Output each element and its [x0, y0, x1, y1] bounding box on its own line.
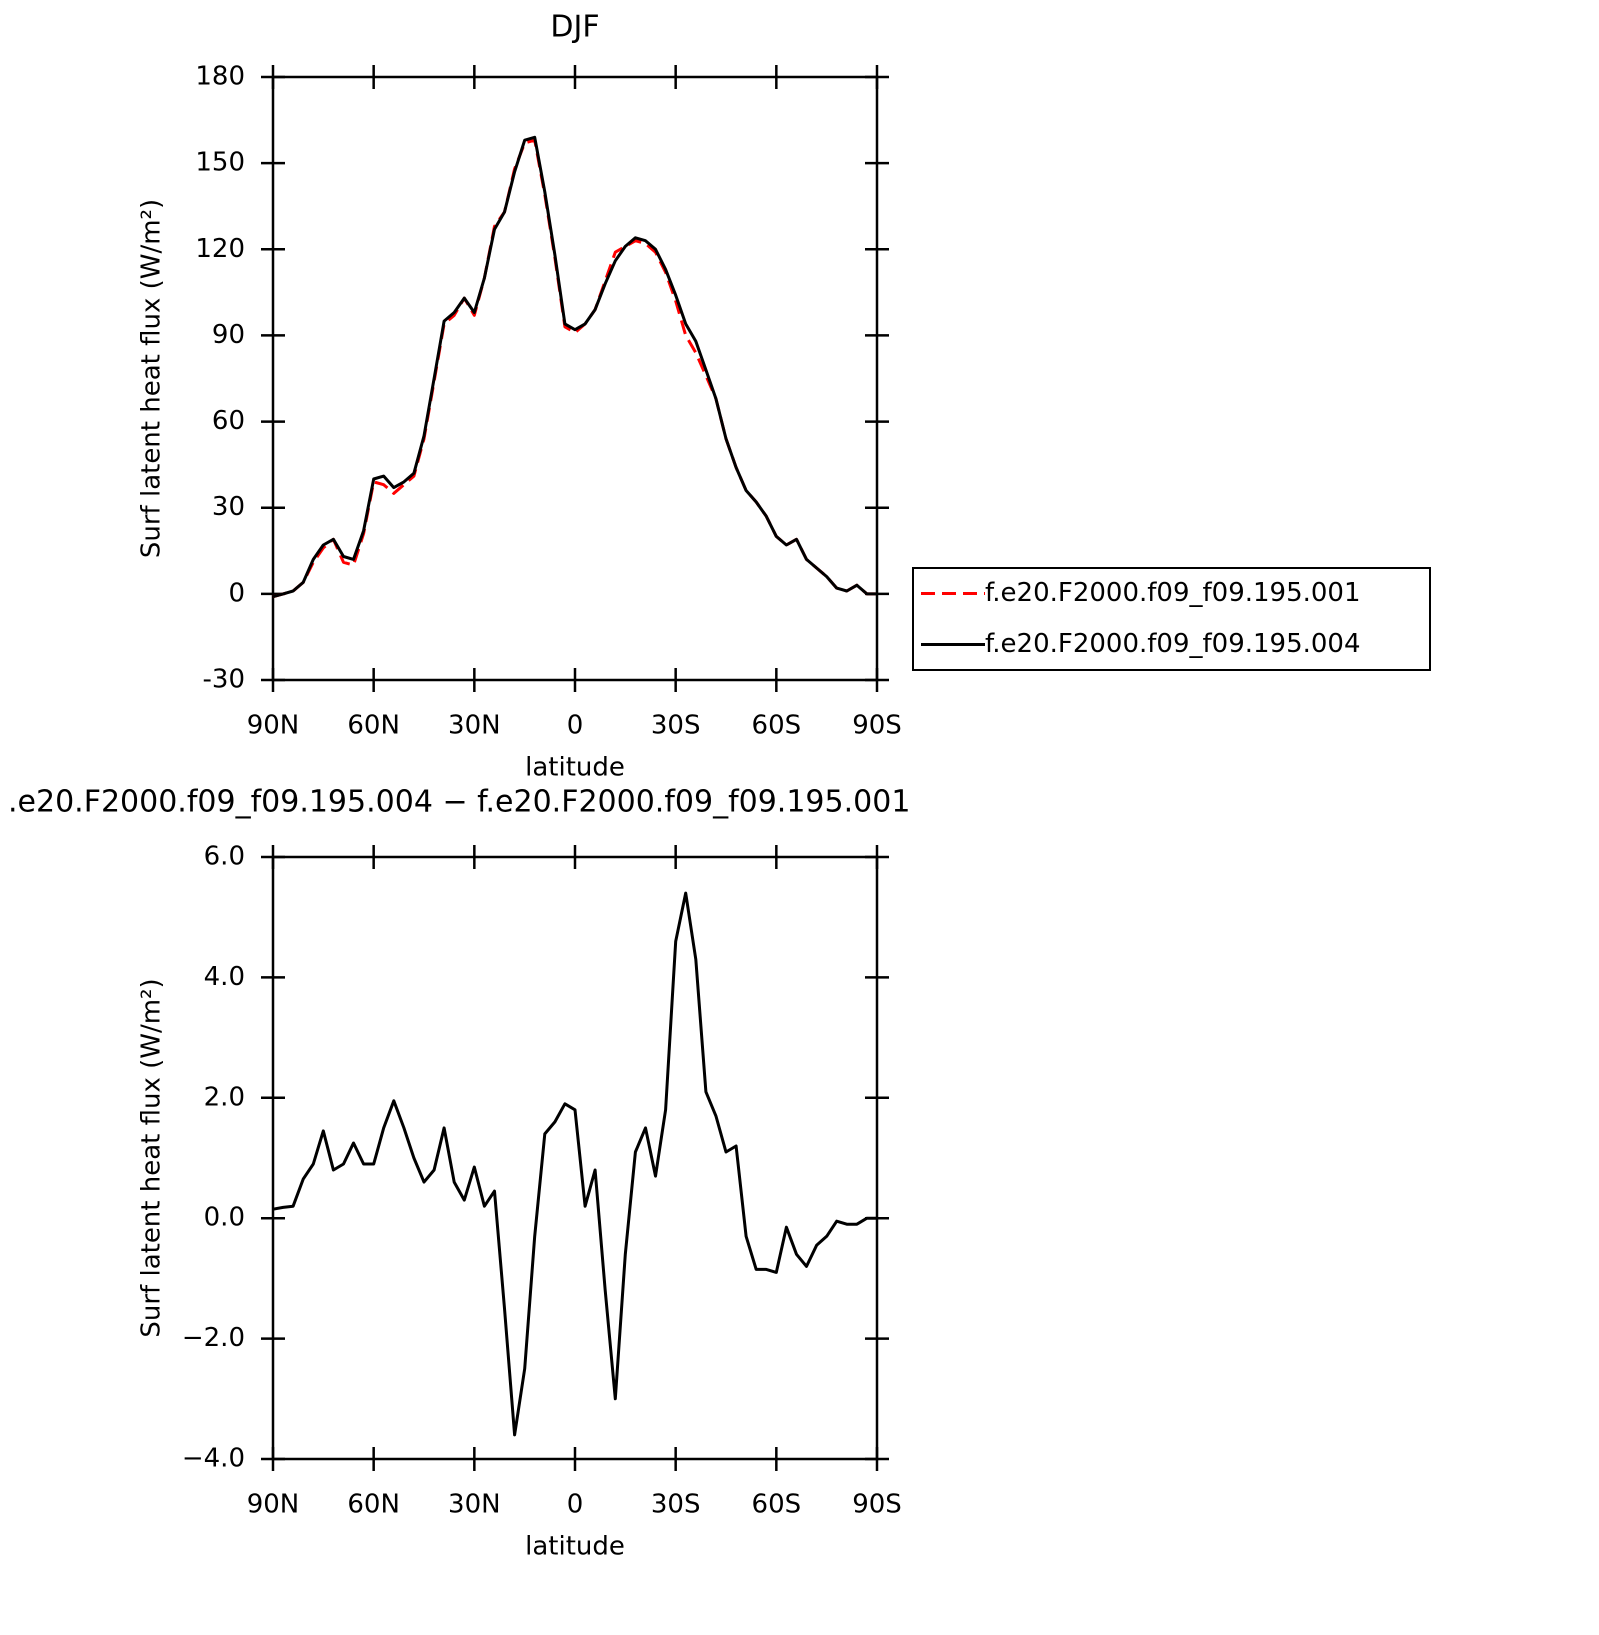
y-tick-label: 30 — [212, 492, 245, 522]
x-tick-label: 30N — [448, 711, 501, 741]
x-tick-label: 60N — [347, 1490, 400, 1520]
legend-label: f.e20.F2000.f09_f09.195.001 — [985, 578, 1361, 608]
x-tick-label: 30S — [651, 711, 701, 741]
legend-label: f.e20.F2000.f09_f09.195.004 — [985, 629, 1361, 659]
x-tick-label: 30N — [448, 1490, 501, 1520]
x-tick-label: 90S — [852, 1490, 902, 1520]
x-tick-label: 90N — [247, 1490, 300, 1520]
x-tick-label: 60S — [752, 1490, 802, 1520]
y-tick-label: 0 — [228, 578, 245, 608]
y-tick-label: −2.0 — [182, 1323, 245, 1353]
y-tick-label: 90 — [212, 320, 245, 350]
y-tick-label: 2.0 — [204, 1082, 245, 1112]
y-tick-label: -30 — [203, 665, 245, 695]
y-tick-label: 120 — [195, 234, 245, 264]
chart-title: DJF — [550, 10, 599, 45]
y-tick-label: 4.0 — [204, 962, 245, 992]
x-tick-label: 90S — [852, 711, 902, 741]
legend-box — [912, 567, 1431, 671]
data-line — [272, 135, 877, 599]
x-tick-label: 60N — [347, 711, 400, 741]
y-axis-label: Surf latent heat flux (W/m²) — [137, 978, 167, 1337]
y-tick-label: −4.0 — [182, 1444, 245, 1474]
x-tick-label: 30S — [651, 1490, 701, 1520]
y-tick-label: 180 — [195, 62, 245, 92]
y-tick-label: 6.0 — [204, 842, 245, 872]
x-tick-label: 0 — [567, 1490, 584, 1520]
x-axis-label: latitude — [525, 1532, 625, 1562]
y-axis-label: Surf latent heat flux (W/m²) — [137, 199, 167, 558]
x-tick-label: 90N — [247, 711, 300, 741]
plot-frame — [271, 855, 879, 1461]
x-tick-label: 60S — [752, 711, 802, 741]
y-tick-label: 60 — [212, 406, 245, 436]
y-tick-label: 150 — [195, 148, 245, 178]
data-line — [272, 891, 877, 1437]
y-tick-label: 0.0 — [204, 1203, 245, 1233]
plot-frame — [271, 75, 879, 682]
x-tick-label: 0 — [567, 711, 584, 741]
chart-title: .e20.F2000.f09_f09.195.004 − f.e20.F2000… — [8, 785, 910, 820]
x-axis-label: latitude — [525, 753, 625, 783]
